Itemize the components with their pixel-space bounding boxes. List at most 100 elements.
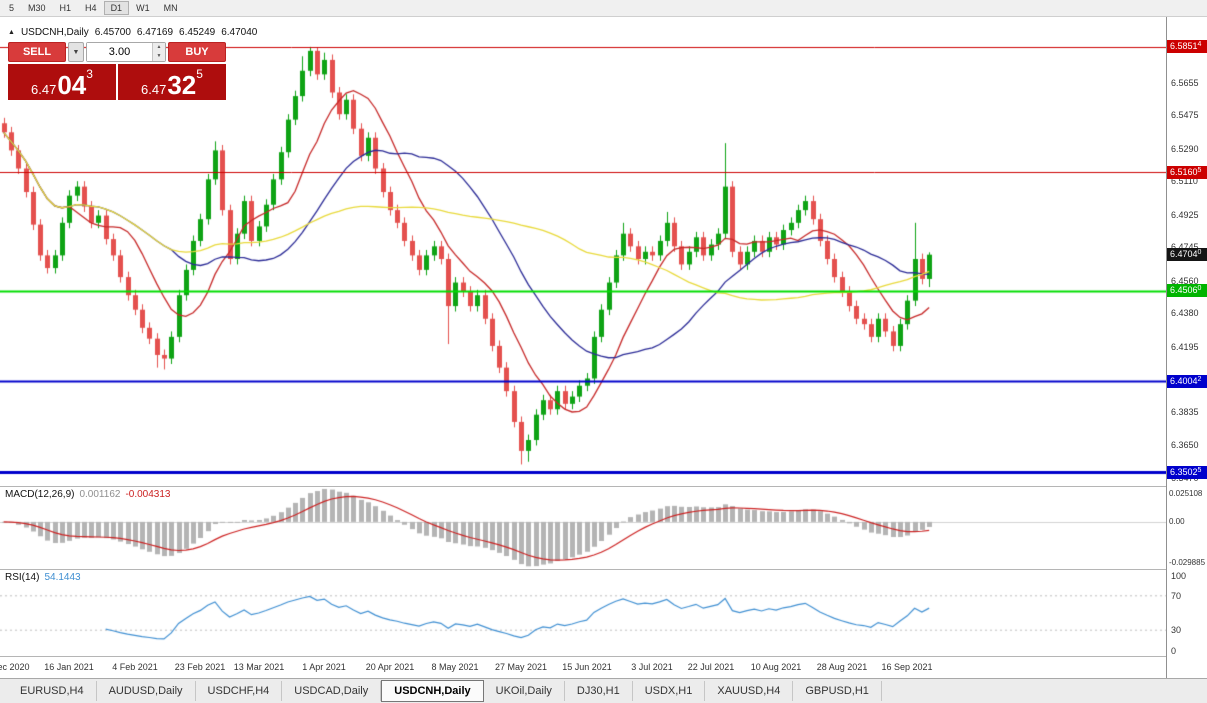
macd-main-value: 0.001162 xyxy=(79,489,121,500)
rsi-canvas[interactable] xyxy=(0,570,1166,656)
price-tick: 6.5110 xyxy=(1171,176,1198,186)
rsi-axis-tick: 70 xyxy=(1171,591,1182,601)
date-label: 27 May 2021 xyxy=(494,662,548,672)
ohlc-high: 6.47169 xyxy=(136,27,174,38)
rsi-pane: RSI(14) 54.1443 xyxy=(0,570,1166,656)
price-tick: 6.3650 xyxy=(1171,440,1199,450)
timeframe-m30[interactable]: M30 xyxy=(28,3,46,13)
timeframe-w1[interactable]: W1 xyxy=(136,3,150,13)
bid-price-sup: 3 xyxy=(86,67,93,81)
sell-button[interactable]: SELL xyxy=(8,42,66,62)
rsi-label-row: RSI(14) 54.1443 xyxy=(5,572,81,583)
resistance-badge-1: 6.58514 xyxy=(1167,40,1207,53)
date-label: 16 Jan 2021 xyxy=(44,662,94,672)
price-tick: 6.4560 xyxy=(1171,276,1199,286)
ohlc-open: 6.45700 xyxy=(94,27,131,38)
trade-controls-row: SELL ▼ ▲ ▼ BUY xyxy=(8,42,226,62)
chart-area: ▲ USDCNH,Daily 6.45700 6.47169 6.45249 6… xyxy=(0,17,1207,678)
pane-divider[interactable] xyxy=(0,486,1166,487)
volume-input[interactable] xyxy=(87,43,152,61)
bid-price-panel[interactable]: 6.47 04 3 xyxy=(8,64,116,100)
date-label: 8 May 2021 xyxy=(431,662,479,672)
rsi-axis-tick: 0 xyxy=(1171,646,1177,656)
one-click-trading-panel: SELL ▼ ▲ ▼ BUY xyxy=(8,42,226,100)
chart-tab-audusd-daily[interactable]: AUDUSD,Daily xyxy=(97,681,196,701)
ohlc-low: 6.45249 xyxy=(179,27,216,38)
timeframe-h4[interactable]: H4 xyxy=(85,3,97,13)
timeframe-toolbar: 5 M30 H1 H4 D1 W1 MN xyxy=(0,0,1207,17)
chart-tab-eurusd-h4[interactable]: EURUSD,H4 xyxy=(8,681,97,701)
date-label: 29 Dec 2020 xyxy=(0,662,30,672)
ask-price-sup: 5 xyxy=(196,67,203,81)
timeframe-5[interactable]: 5 xyxy=(9,3,15,13)
support-badge-green: 6.45060 xyxy=(1167,284,1207,297)
volume-decrease-button[interactable]: ▼ xyxy=(153,52,165,61)
date-axis[interactable]: 29 Dec 2020 16 Jan 2021 4 Feb 2021 23 Feb 2… xyxy=(0,656,1166,677)
ask-price-prefix: 6.47 xyxy=(141,82,167,97)
volume-field: ▲ ▼ xyxy=(86,42,166,62)
price-tick: 6.5290 xyxy=(1171,144,1199,154)
bid-price-big: 04 xyxy=(57,70,87,100)
volume-increase-button[interactable]: ▲ xyxy=(153,43,165,52)
chart-tab-ukoil-daily[interactable]: UKOil,Daily xyxy=(484,681,565,701)
macd-axis-tick: 0.025108 xyxy=(1169,489,1203,498)
price-tick: 6.4925 xyxy=(1171,210,1199,220)
ohlc-close: 6.47040 xyxy=(221,27,258,38)
price-tick: 6.4195 xyxy=(1171,342,1199,352)
macd-label: MACD(12,26,9) xyxy=(5,489,75,500)
date-label: 22 Jul 2021 xyxy=(687,662,735,672)
date-label: 28 Aug 2021 xyxy=(816,662,868,672)
macd-label-row: MACD(12,26,9) 0.001162 -0.004313 xyxy=(5,489,170,500)
volume-spinner: ▲ ▼ xyxy=(152,43,165,61)
bid-price-prefix: 6.47 xyxy=(31,82,57,97)
chart-tab-xauusd-h4[interactable]: XAUUSD,H4 xyxy=(705,681,794,701)
date-label: 1 Apr 2021 xyxy=(302,662,346,672)
date-label: 20 Apr 2021 xyxy=(365,662,415,672)
chart-tab-usdx-h1[interactable]: USDX,H1 xyxy=(633,681,706,701)
symbol-marker-icon: ▲ xyxy=(8,29,15,36)
ask-price-panel[interactable]: 6.47 32 5 xyxy=(118,64,226,100)
date-label: 10 Aug 2021 xyxy=(750,662,802,672)
date-label: 23 Feb 2021 xyxy=(174,662,226,672)
timeframe-d1[interactable]: D1 xyxy=(103,1,130,15)
macd-axis-tick: -0.029885 xyxy=(1169,558,1206,567)
chart-tab-gbpusd-h1[interactable]: GBPUSD,H1 xyxy=(793,681,882,701)
macd-canvas[interactable] xyxy=(0,487,1166,569)
ask-price-big: 32 xyxy=(167,70,197,100)
volume-dropdown-button[interactable]: ▼ xyxy=(68,42,84,62)
current-price-badge: 6.47040 xyxy=(1167,248,1207,261)
pane-divider[interactable] xyxy=(0,569,1166,570)
price-tick: 6.4745 xyxy=(1171,242,1199,252)
price-tick: 6.5655 xyxy=(1171,78,1199,88)
price-axis[interactable]: 6.5655 6.5475 6.5290 6.5110 6.4925 6.4745 6.45… xyxy=(1166,17,1207,678)
chart-panes: ▲ USDCNH,Daily 6.45700 6.47169 6.45249 6… xyxy=(0,17,1166,678)
chart-tab-usdcad-daily[interactable]: USDCAD,Daily xyxy=(282,681,382,701)
macd-signal-value: -0.004313 xyxy=(125,489,171,500)
rsi-label: RSI(14) xyxy=(5,572,40,583)
price-tick: 6.5475 xyxy=(1171,110,1199,120)
price-tick: 6.3835 xyxy=(1171,407,1199,417)
date-label: 3 Jul 2021 xyxy=(631,662,673,672)
timeframe-mn[interactable]: MN xyxy=(163,3,178,13)
date-label: 13 Mar 2021 xyxy=(233,662,285,672)
date-label: 4 Feb 2021 xyxy=(112,662,158,672)
buy-button[interactable]: BUY xyxy=(168,42,226,62)
chart-tab-usdchf-h4[interactable]: USDCHF,H4 xyxy=(196,681,283,701)
chart-tabbar: EURUSD,H4 AUDUSD,Daily USDCHF,H4 USDCAD,Dai… xyxy=(0,678,1207,703)
chevron-down-icon: ▼ xyxy=(72,48,80,56)
macd-axis-tick: 0.00 xyxy=(1169,517,1185,526)
price-tick: 6.4380 xyxy=(1171,308,1199,318)
symbol-label: USDCNH,Daily xyxy=(20,27,89,38)
price-pane: ▲ USDCNH,Daily 6.45700 6.47169 6.45249 6… xyxy=(0,17,1166,486)
date-label: 16 Sep 2021 xyxy=(881,662,933,672)
timeframe-h1[interactable]: H1 xyxy=(59,3,72,13)
date-label: 15 Jun 2021 xyxy=(562,662,612,672)
support-badge-blue-1: 6.40042 xyxy=(1167,375,1207,388)
rsi-axis-tick: 100 xyxy=(1171,571,1187,581)
macd-pane: MACD(12,26,9) 0.001162 -0.004313 xyxy=(0,487,1166,569)
chart-tab-dj30-h1[interactable]: DJ30,H1 xyxy=(565,681,633,701)
chart-tab-usdcnh-daily[interactable]: USDCNH,Daily xyxy=(381,680,484,702)
resistance-badge-2: 6.51605 xyxy=(1167,166,1207,179)
support-badge-blue-2: 6.35025 xyxy=(1167,466,1207,479)
trade-prices-row: 6.47 04 3 6.47 32 5 xyxy=(8,64,226,100)
